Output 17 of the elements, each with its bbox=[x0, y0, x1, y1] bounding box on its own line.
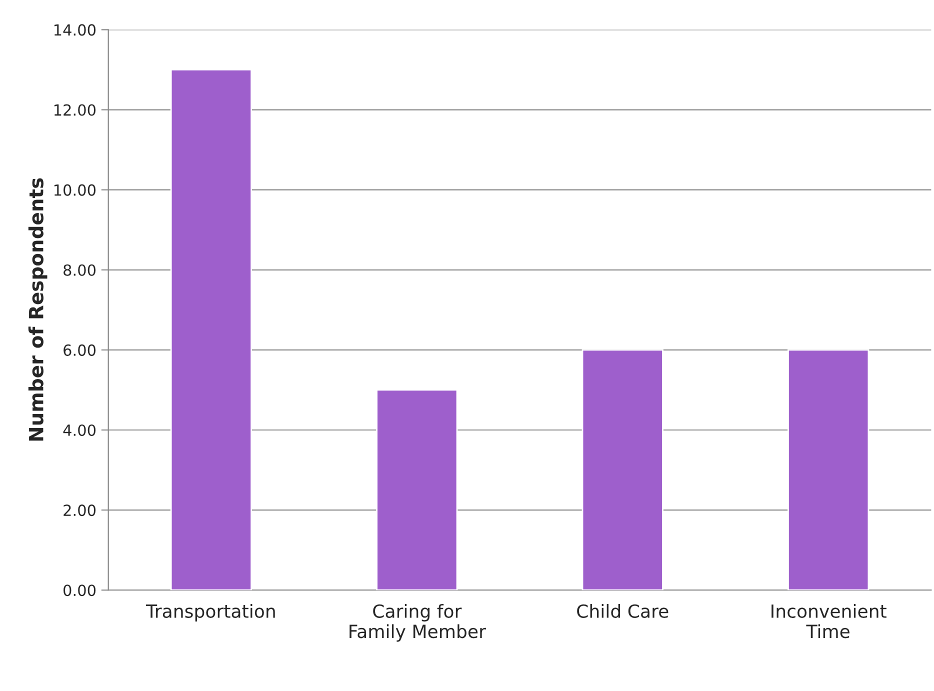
bar bbox=[582, 349, 664, 590]
y-tick-label: 10.00 bbox=[54, 184, 96, 196]
y-tick-label: 14.00 bbox=[54, 24, 96, 36]
y-tick-label: 4.00 bbox=[63, 424, 96, 436]
bar bbox=[788, 349, 870, 590]
bar bbox=[170, 69, 252, 590]
y-axis-title: Number of Respondents bbox=[28, 178, 48, 441]
x-tick-label: Transportation bbox=[146, 604, 275, 622]
y-tick-label: 12.00 bbox=[54, 104, 96, 116]
x-tick-label: Caring for Family Member bbox=[350, 604, 486, 642]
x-tick-label: Child Care bbox=[577, 604, 668, 618]
x-tick-label: Inconvenient Time bbox=[772, 604, 886, 638]
bar bbox=[376, 389, 458, 590]
y-tick-label: 2.00 bbox=[64, 504, 96, 516]
y-tick-label: 0.00 bbox=[64, 584, 96, 596]
y-tick-label: 6.00 bbox=[64, 344, 96, 356]
y-tick-label: 8.00 bbox=[64, 264, 96, 276]
